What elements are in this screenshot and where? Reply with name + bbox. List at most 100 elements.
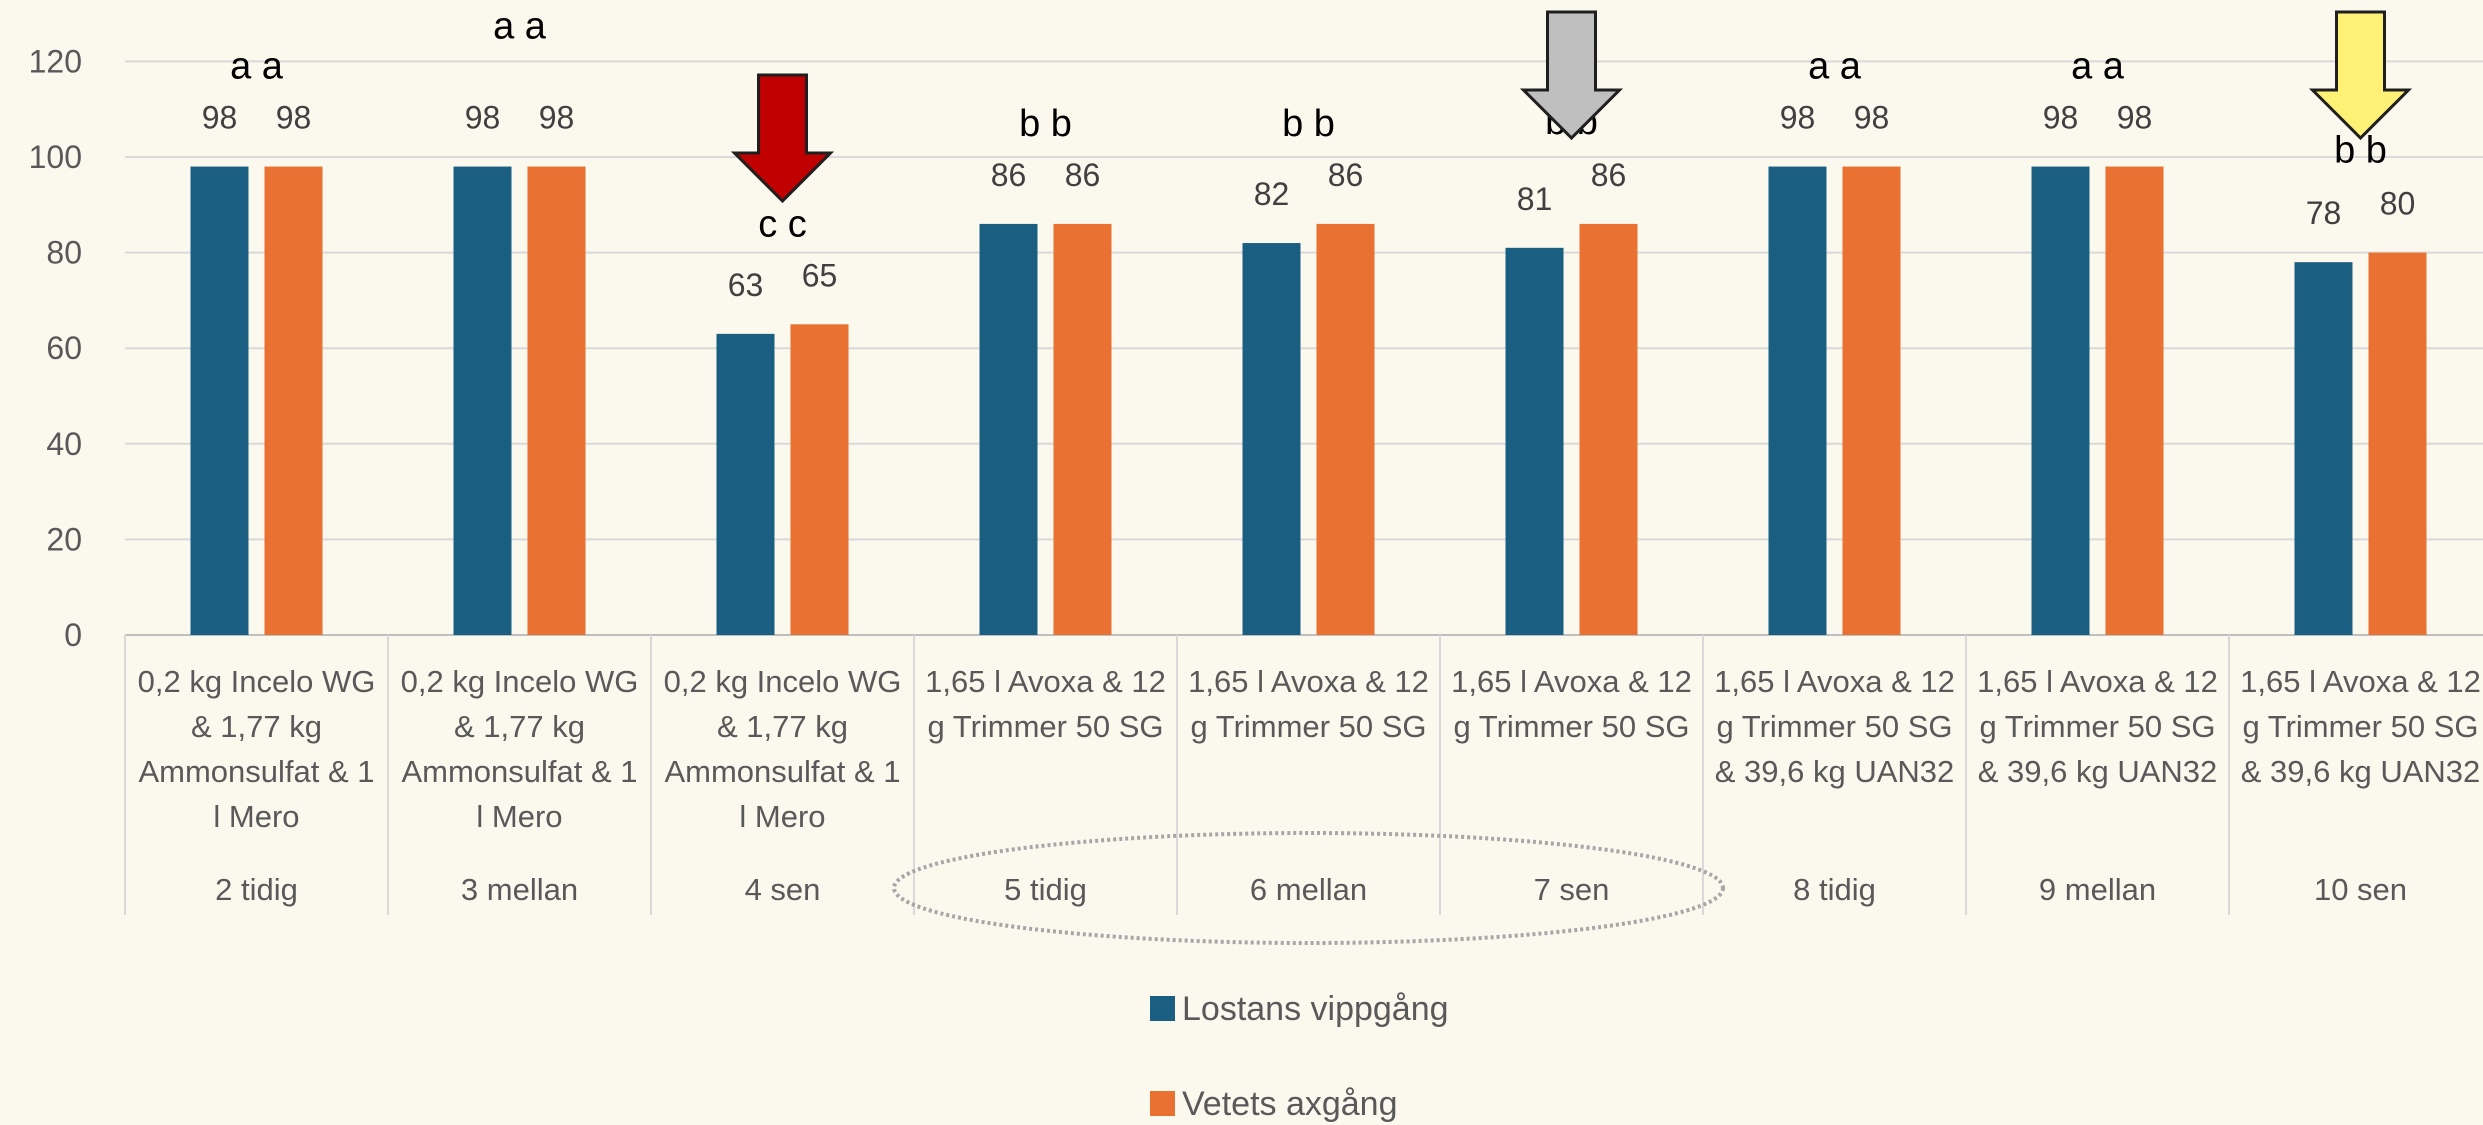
bar [1505, 247, 1564, 635]
data-label: 65 [802, 257, 838, 293]
category-label: & 39,6 kg UAN32 [2241, 754, 2481, 789]
category-label: Ammonsulfat & 1 [138, 754, 374, 789]
bar [716, 333, 775, 635]
y-tick-label: 120 [29, 43, 82, 79]
category-label: 0,2 kg Incelo WG [401, 664, 639, 699]
bar [790, 324, 849, 635]
category-label: l Mero [476, 799, 562, 834]
data-label: 98 [1854, 100, 1890, 136]
data-label: 86 [991, 157, 1027, 193]
data-label: 86 [1328, 157, 1364, 193]
bar [2031, 166, 2090, 635]
category-label: 1,65 l Avoxa & 12 [1451, 664, 1692, 699]
legend-label: Lostans vippgång [1182, 990, 1449, 1028]
category-label: l Mero [739, 799, 825, 834]
y-axis: 0 20 40 60 80 100 120 [29, 43, 82, 653]
category-label: & 1,77 kg [717, 709, 848, 744]
bar [2105, 166, 2164, 635]
category-timing-label: 7 sen [1534, 872, 1610, 907]
annotations [730, 10, 2413, 945]
y-tick-label: 20 [46, 521, 82, 557]
category-label: g Trimmer 50 SG [1980, 709, 2216, 744]
category-label: & 1,77 kg [191, 709, 322, 744]
bar [1053, 223, 1112, 636]
data-label: 98 [202, 100, 238, 136]
category-label: g Trimmer 50 SG [1717, 709, 1953, 744]
significance-letter: c c [758, 203, 807, 245]
data-label: 98 [276, 100, 312, 136]
highlight-ellipse [892, 831, 1725, 945]
category-label: Ammonsulfat & 1 [664, 754, 900, 789]
y-tick-label: 40 [46, 426, 82, 462]
significance-letter: a a [1808, 46, 1862, 88]
significance-letter: b b [1019, 103, 1072, 145]
category-label: g Trimmer 50 SG [2243, 709, 2479, 744]
bar [1242, 243, 1301, 636]
data-label: 98 [2043, 100, 2079, 136]
category-label: 1,65 l Avoxa & 12 [1714, 664, 1955, 699]
category-label: 0,2 kg Incelo WG [138, 664, 376, 699]
category-label: g Trimmer 50 SG [1454, 709, 1690, 744]
bar [453, 166, 512, 635]
y-tick-label: 100 [29, 139, 82, 175]
y-tick-label: 0 [64, 617, 82, 653]
category-label: 1,65 l Avoxa & 12 [925, 664, 1166, 699]
category-timing-label: 9 mellan [2039, 872, 2156, 907]
data-label: 86 [1591, 157, 1627, 193]
bar [979, 223, 1038, 636]
data-label: 80 [2380, 186, 2416, 222]
category-label: g Trimmer 50 SG [928, 709, 1164, 744]
category-label: 0,2 kg Incelo WG [664, 664, 902, 699]
significance-letter: a a [493, 6, 547, 48]
significance-letter: a a [2071, 46, 2125, 88]
x-axis-categories: 0,2 kg Incelo WG & 1,77 kg Ammonsulfat & 1… [124, 635, 2481, 915]
legend-swatch [1150, 996, 1175, 1021]
category-label: Ammonsulfat & 1 [401, 754, 637, 789]
data-label: 98 [2117, 100, 2153, 136]
data-label: 98 [1780, 100, 1816, 136]
data-label: 86 [1065, 157, 1101, 193]
y-tick-label: 60 [46, 330, 82, 366]
data-labels: 98 98 63 86 82 81 98 98 78 98 98 65 86 86 86 98 98 80 a a a… [202, 6, 2416, 303]
bar [2294, 262, 2353, 635]
category-label: & 1,77 kg [454, 709, 585, 744]
bar [1579, 223, 1638, 636]
category-timing-label: 3 mellan [461, 872, 578, 907]
category-label: g Trimmer 50 SG [1191, 709, 1427, 744]
y-tick-label: 80 [46, 235, 82, 271]
category-timing-label: 4 sen [745, 872, 821, 907]
data-label: 98 [465, 100, 501, 136]
legend-label: Vetets axgång [1182, 1085, 1398, 1123]
bar [264, 166, 323, 635]
category-label: l Mero [213, 799, 299, 834]
data-label: 78 [2306, 195, 2342, 231]
legend-swatch [1150, 1091, 1175, 1116]
arrow-down-icon [730, 73, 835, 204]
category-label: 1,65 l Avoxa & 12 [2240, 664, 2481, 699]
bar [190, 166, 249, 635]
bar [1842, 166, 1901, 635]
bar [1768, 166, 1827, 635]
category-label: & 39,6 kg UAN32 [1978, 754, 2218, 789]
bar [2368, 252, 2427, 635]
significance-letter: a a [230, 46, 284, 88]
data-label: 98 [539, 100, 575, 136]
data-label: 82 [1254, 176, 1290, 212]
category-label: 1,65 l Avoxa & 12 [1188, 664, 1429, 699]
data-label: 63 [728, 267, 764, 303]
legend: Lostans vippgång Vetets axgång [1150, 990, 1449, 1123]
category-timing-label: 2 tidig [215, 872, 298, 907]
bar [527, 166, 586, 635]
category-timing-label: 5 tidig [1004, 872, 1087, 907]
bar [1316, 223, 1375, 636]
bars [190, 166, 2427, 636]
category-label: & 39,6 kg UAN32 [1715, 754, 1955, 789]
data-label: 81 [1517, 181, 1553, 217]
arrow-down-icon [1519, 10, 1624, 141]
significance-letter: b b [1282, 103, 1335, 145]
category-timing-label: 6 mellan [1250, 872, 1367, 907]
category-timing-label: 10 sen [2314, 872, 2407, 907]
gridlines [125, 60, 2483, 636]
category-timing-label: 8 tidig [1793, 872, 1876, 907]
